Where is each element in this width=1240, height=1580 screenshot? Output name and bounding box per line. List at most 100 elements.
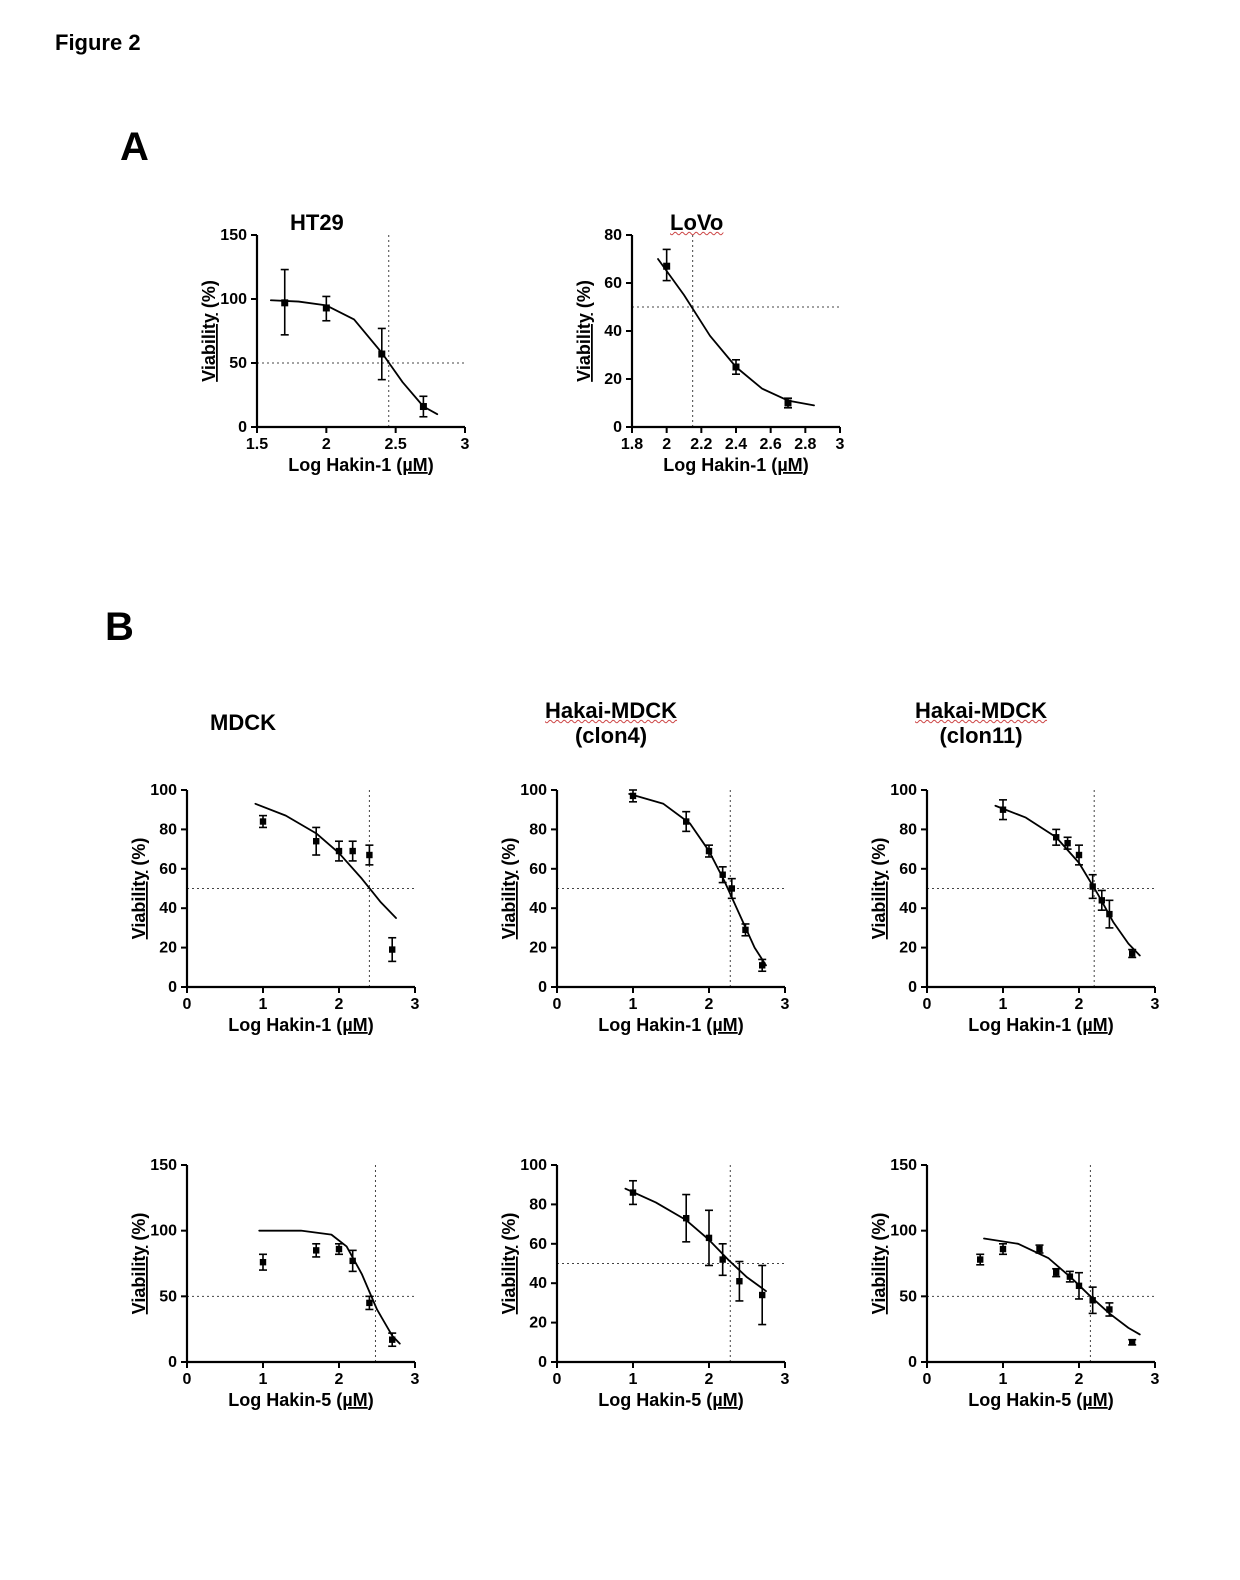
panel-letter-a: A (120, 125, 149, 170)
chart-hmdck11-h1: 0204060801000123Viability (%)Log Hakin-1… (865, 780, 1165, 1045)
svg-text:Log Hakin-5 (µM): Log Hakin-5 (µM) (598, 1390, 743, 1410)
svg-text:60: 60 (159, 861, 177, 878)
svg-text:50: 50 (229, 355, 247, 372)
svg-text:Log Hakin-1 (µM): Log Hakin-1 (µM) (288, 455, 433, 475)
svg-text:100: 100 (220, 291, 247, 308)
svg-text:40: 40 (604, 323, 622, 340)
svg-text:1: 1 (999, 996, 1008, 1013)
chart-title-mdck: MDCK (210, 710, 276, 736)
svg-text:20: 20 (159, 940, 177, 957)
svg-text:1: 1 (999, 1371, 1008, 1388)
svg-text:20: 20 (604, 371, 622, 388)
svg-text:150: 150 (150, 1157, 177, 1174)
svg-text:Viability (%): Viability (%) (869, 1213, 889, 1315)
svg-text:100: 100 (520, 1157, 547, 1174)
svg-text:2.2: 2.2 (690, 436, 712, 453)
svg-text:3: 3 (781, 996, 790, 1013)
svg-text:1: 1 (629, 996, 638, 1013)
svg-text:0: 0 (168, 979, 177, 996)
svg-text:2: 2 (335, 1371, 344, 1388)
title-line1: Hakai-MDCK (545, 698, 677, 723)
svg-text:2.4: 2.4 (725, 436, 747, 453)
svg-text:Viability (%): Viability (%) (499, 838, 519, 940)
svg-text:3: 3 (411, 1371, 420, 1388)
svg-text:Log Hakin-5 (µM): Log Hakin-5 (µM) (968, 1390, 1113, 1410)
panel-letter-b: B (105, 605, 134, 650)
svg-text:Log Hakin-1 (µM): Log Hakin-1 (µM) (228, 1015, 373, 1035)
svg-text:60: 60 (529, 861, 547, 878)
svg-text:60: 60 (899, 861, 917, 878)
svg-text:2: 2 (322, 436, 331, 453)
svg-text:Log Hakin-1 (µM): Log Hakin-1 (µM) (598, 1015, 743, 1035)
svg-text:0: 0 (613, 419, 622, 436)
svg-text:0: 0 (923, 1371, 932, 1388)
svg-text:0: 0 (183, 1371, 192, 1388)
svg-text:0: 0 (553, 1371, 562, 1388)
svg-text:1: 1 (259, 1371, 268, 1388)
chart-hmdck4-h5: 0204060801000123Viability (%)Log Hakin-5… (495, 1155, 795, 1420)
svg-text:0: 0 (908, 979, 917, 996)
chart-title-hmdck11: Hakai-MDCK (clon11) (915, 698, 1047, 749)
svg-text:40: 40 (899, 900, 917, 917)
svg-text:Viability (%): Viability (%) (499, 1213, 519, 1315)
svg-text:0: 0 (538, 979, 547, 996)
svg-text:Log Hakin-1 (µM): Log Hakin-1 (µM) (968, 1015, 1113, 1035)
svg-text:40: 40 (529, 1275, 547, 1292)
svg-text:2.8: 2.8 (794, 436, 816, 453)
svg-text:20: 20 (899, 940, 917, 957)
svg-text:2: 2 (705, 996, 714, 1013)
svg-text:1: 1 (259, 996, 268, 1013)
chart-hmdck4-h1: 0 20 40 60 80 100 0 1 2 3 Viability (%) Log Hakin-1… (495, 780, 795, 1045)
svg-text:100: 100 (520, 782, 547, 799)
svg-text:Log Hakin-5 (µM): Log Hakin-5 (µM) (228, 1390, 373, 1410)
svg-text:Viability (%): Viability (%) (199, 280, 219, 382)
svg-text:80: 80 (529, 821, 547, 838)
svg-text:2: 2 (662, 436, 671, 453)
svg-text:1.5: 1.5 (246, 436, 268, 453)
svg-text:3: 3 (1151, 1371, 1160, 1388)
svg-text:100: 100 (150, 1223, 177, 1240)
svg-text:80: 80 (159, 821, 177, 838)
title-line2: (clon4) (575, 723, 647, 748)
svg-text:1: 1 (629, 1371, 638, 1388)
svg-text:3: 3 (461, 436, 470, 453)
svg-text:Viability (%): Viability (%) (129, 1213, 149, 1315)
svg-text:Viability (%): Viability (%) (574, 280, 594, 382)
chart-mdck-h5: 0501001500123Viability (%)Log Hakin-5 (µ… (125, 1155, 425, 1420)
svg-text:3: 3 (781, 1371, 790, 1388)
title-line2: (clon11) (939, 723, 1022, 748)
chart-ht29: 0501001501.522.53Viability (%)Log Hakin-… (195, 225, 475, 485)
svg-text:40: 40 (529, 900, 547, 917)
svg-text:150: 150 (890, 1157, 917, 1174)
figure-label: Figure 2 (55, 30, 141, 56)
svg-text:1.8: 1.8 (621, 436, 643, 453)
svg-text:0: 0 (538, 1354, 547, 1371)
svg-text:60: 60 (529, 1236, 547, 1253)
chart-title-hmdck4: Hakai-MDCK (clon4) (545, 698, 677, 749)
svg-text:0: 0 (168, 1354, 177, 1371)
svg-text:40: 40 (159, 900, 177, 917)
svg-text:20: 20 (529, 1315, 547, 1332)
svg-text:2: 2 (705, 1371, 714, 1388)
chart-lovo: 0204060801.822.22.42.62.83Viability (%)L… (570, 225, 850, 485)
svg-text:Log Hakin-1 (µM): Log Hakin-1 (µM) (663, 455, 808, 475)
svg-text:80: 80 (604, 227, 622, 244)
chart-hmdck11-h5: 0 50 100 150 0 1 2 3 Viability (%) Log Hakin-5 (µ… (865, 1155, 1165, 1420)
svg-text:100: 100 (890, 1223, 917, 1240)
svg-text:100: 100 (890, 782, 917, 799)
svg-text:2: 2 (1075, 1371, 1084, 1388)
svg-text:0: 0 (238, 419, 247, 436)
title-text: MDCK (210, 710, 276, 735)
svg-text:0: 0 (908, 1354, 917, 1371)
title-line1: Hakai-MDCK (915, 698, 1047, 723)
svg-text:50: 50 (899, 1288, 917, 1305)
svg-text:3: 3 (1151, 996, 1160, 1013)
svg-text:20: 20 (529, 940, 547, 957)
svg-text:3: 3 (836, 436, 845, 453)
svg-text:2: 2 (335, 996, 344, 1013)
svg-text:60: 60 (604, 275, 622, 292)
svg-text:80: 80 (899, 821, 917, 838)
svg-text:0: 0 (553, 996, 562, 1013)
svg-text:0: 0 (183, 996, 192, 1013)
svg-text:2: 2 (1075, 996, 1084, 1013)
